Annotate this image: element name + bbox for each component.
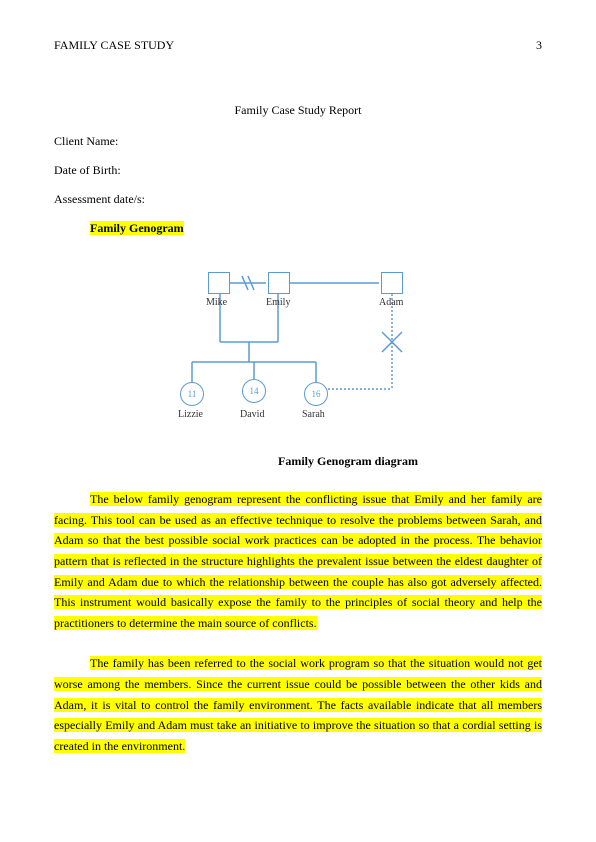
- genogram-caption: Family Genogram diagram: [154, 454, 542, 469]
- paragraph-2: The family has been referred to the soci…: [54, 653, 542, 756]
- genogram-label-sarah: Sarah: [302, 409, 325, 420]
- section-heading-text: Family Genogram: [90, 221, 184, 235]
- genogram-diagram: Mike Emily Adam 11 14 16 Lizzie David Sa…: [138, 254, 458, 434]
- page-number: 3: [536, 38, 542, 53]
- genogram-age-lizzie: 11: [188, 389, 197, 399]
- genogram-node-sarah: 16: [304, 382, 328, 406]
- running-head: FAMILY CASE STUDY: [54, 38, 174, 53]
- genogram-label-mike: Mike: [206, 297, 227, 308]
- dob-field: Date of Birth:: [54, 163, 542, 178]
- report-title: Family Case Study Report: [54, 103, 542, 118]
- client-name-field: Client Name:: [54, 134, 542, 149]
- genogram-node-david: 14: [242, 379, 266, 403]
- section-heading: Family Genogram: [90, 221, 542, 236]
- genogram-node-emily: [268, 272, 290, 294]
- genogram-label-adam: Adam: [379, 297, 403, 308]
- assessment-date-field: Assessment date/s:: [54, 192, 542, 207]
- paragraph-1: The below family genogram represent the …: [54, 489, 542, 633]
- genogram-node-adam: [381, 272, 403, 294]
- genogram-age-sarah: 16: [312, 389, 321, 399]
- genogram-age-david: 14: [250, 386, 259, 396]
- genogram-label-david: David: [240, 409, 264, 420]
- genogram-label-lizzie: Lizzie: [178, 409, 203, 420]
- genogram-node-lizzie: 11: [180, 382, 204, 406]
- paragraph-2-text: The family has been referred to the soci…: [54, 656, 542, 753]
- page-header: FAMILY CASE STUDY 3: [54, 38, 542, 53]
- genogram-label-emily: Emily: [266, 297, 290, 308]
- paragraph-1-text: The below family genogram represent the …: [54, 492, 542, 630]
- genogram-node-mike: [208, 272, 230, 294]
